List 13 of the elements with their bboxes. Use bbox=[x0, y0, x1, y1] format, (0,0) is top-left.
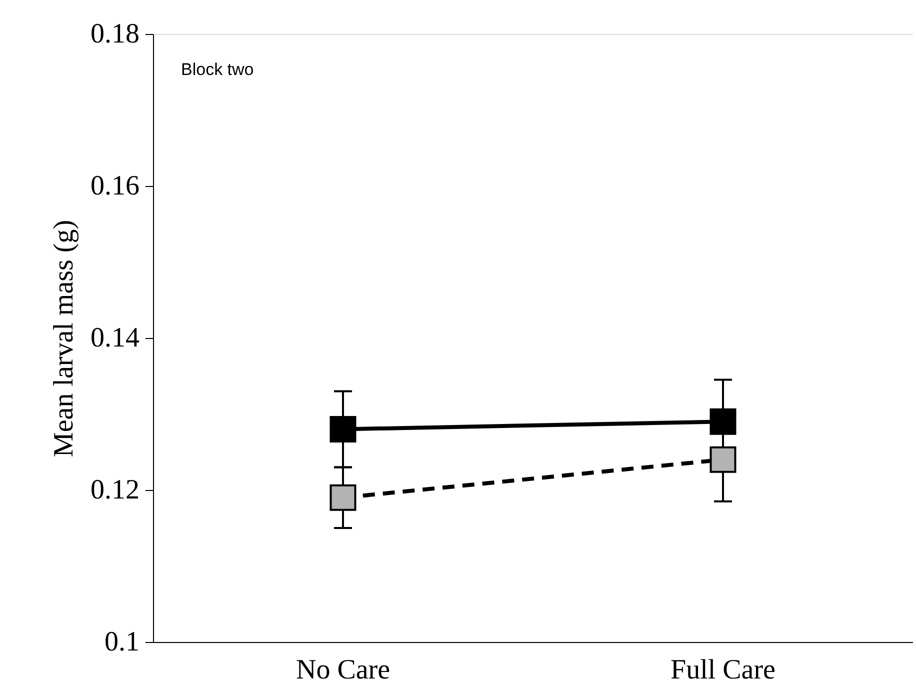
y-tick-label: 0.14 bbox=[90, 322, 140, 354]
x-tick-label: No Care bbox=[296, 654, 390, 686]
annotation: Block two bbox=[181, 60, 254, 79]
point bbox=[330, 484, 356, 511]
y-tick-label: 0.16 bbox=[90, 170, 140, 202]
y-axis-title: Mean larval mass (g) bbox=[48, 220, 80, 458]
point bbox=[330, 416, 356, 442]
y-tick-label: 0.1 bbox=[104, 626, 140, 658]
x-tick-label: Full Care bbox=[670, 654, 776, 686]
point bbox=[710, 408, 736, 435]
y-tick-label: 0.18 bbox=[90, 18, 140, 50]
point bbox=[710, 446, 736, 473]
y-tick-label: 0.12 bbox=[90, 474, 140, 506]
